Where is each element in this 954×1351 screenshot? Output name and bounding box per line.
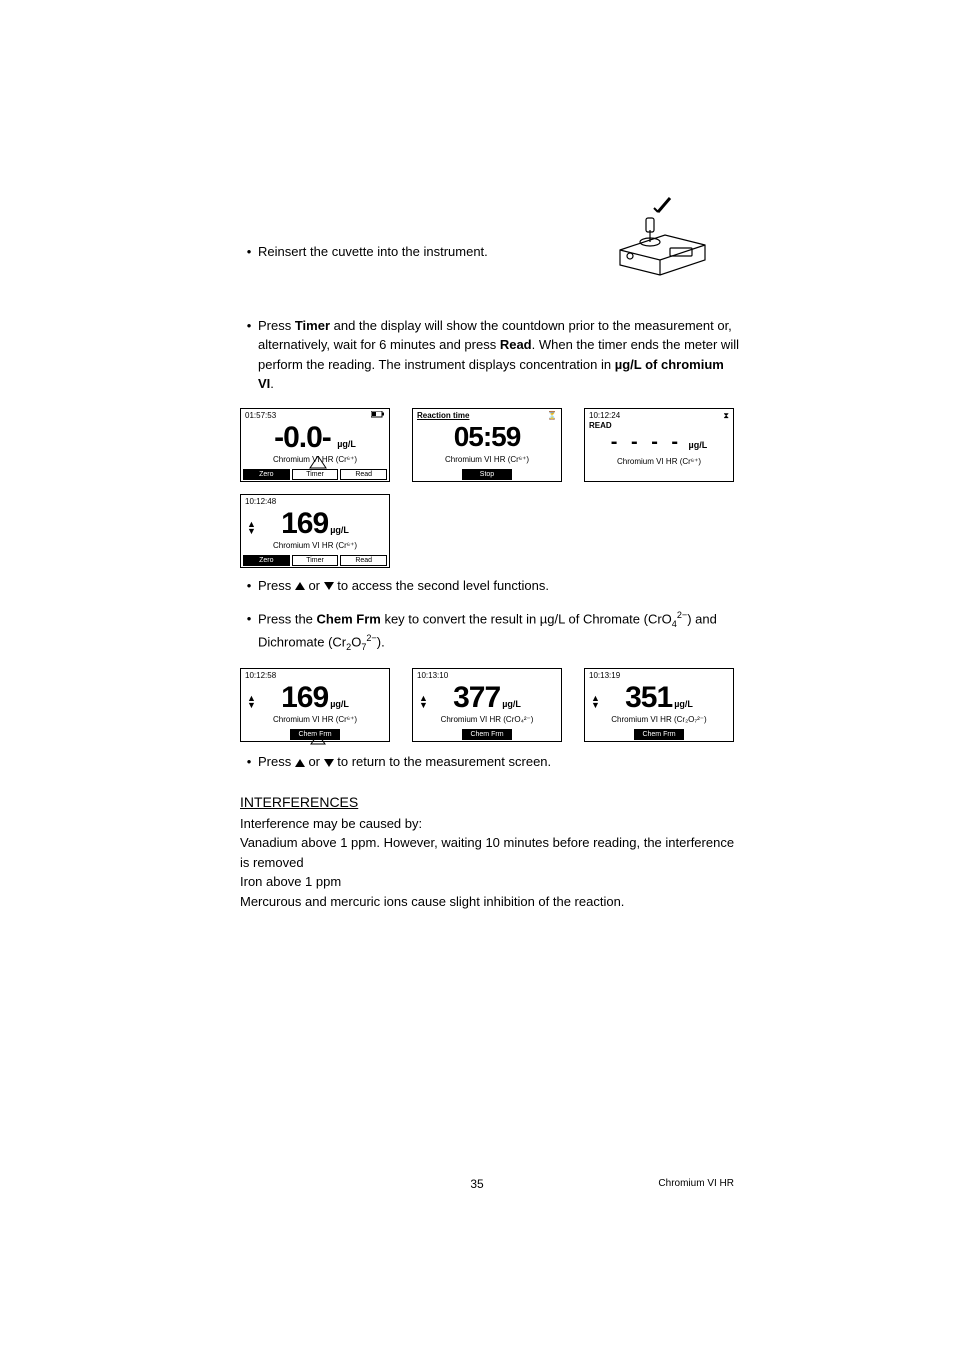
battery-icon xyxy=(371,411,385,420)
up-triangle-icon xyxy=(295,582,305,590)
lcd-subtitle: Chromium VI HR (CrO₄²⁻) xyxy=(413,715,561,724)
lcd-time: 10:13:19 xyxy=(589,671,620,680)
lcd-value: -0.0- xyxy=(274,421,331,454)
bullet-marker: • xyxy=(240,316,258,336)
lcd-unit: µg/L xyxy=(337,439,356,449)
bullet-text: Press or to return to the measurement sc… xyxy=(258,752,740,772)
lcd-read-label: READ xyxy=(589,421,612,430)
lcd-unit: µg/L xyxy=(689,440,708,450)
bullet-text: Press or to access the second level func… xyxy=(258,576,740,596)
lcd-row-3: 10:12:58 ▲▼ 169µg/L Chromium VI HR (Cr⁶⁺… xyxy=(240,668,740,742)
lcd-chemfrm-chromate: 10:13:10 ▲▼ 377µg/L Chromium VI HR (CrO₄… xyxy=(412,668,562,742)
lcd-dashes: - - - - xyxy=(611,431,682,453)
bullet-marker: • xyxy=(240,576,258,596)
lcd-time: 10:12:58 xyxy=(245,671,276,680)
lcd-value: 377 xyxy=(453,681,500,714)
lcd-result: 10:12:48 ▲▼ 169µg/L Chromium VI HR (Cr⁶⁺… xyxy=(240,494,390,568)
lcd-btn-zero: Zero xyxy=(243,469,290,480)
bullet-marker: • xyxy=(240,752,258,772)
page-number: 35 xyxy=(0,1177,954,1191)
lcd-title: Reaction time xyxy=(417,411,469,420)
page-footer-label: Chromium VI HR xyxy=(658,1178,734,1189)
lcd-value: 351 xyxy=(625,681,672,714)
lcd-value: 169 xyxy=(281,507,328,540)
lcd-btn-read: Read xyxy=(340,555,387,566)
bullet-timer: • Press Timer and the display will show … xyxy=(240,316,740,394)
lcd-subtitle: Chromium VI HR (Cr₂O₇²⁻) xyxy=(585,715,733,724)
lcd-subtitle: Chromium VI HR (Cr⁶⁺) xyxy=(413,455,561,464)
lcd-chemfrm-dichromate: 10:13:19 ▲▼ 351µg/L Chromium VI HR (Cr₂O… xyxy=(584,668,734,742)
lcd-reading: 10:12:24 ⧗ READ - - - - µg/L Chromium VI… xyxy=(584,408,734,482)
interferences-heading: INTERFERENCES xyxy=(240,794,740,810)
lcd-btn-chemfrm: Chem Frm xyxy=(634,729,684,740)
lcd-unit: µg/L xyxy=(330,699,349,709)
lcd-value: 169 xyxy=(281,681,328,714)
bullet-arrows-return: • Press or to return to the measurement … xyxy=(240,752,740,772)
bullet-text: Press Timer and the display will show th… xyxy=(258,316,740,394)
interferences-section: INTERFERENCES Interference may be caused… xyxy=(240,794,740,912)
lcd-reaction-time: Reaction time ⏳ 05:59 Chromium VI HR (Cr… xyxy=(412,408,562,482)
bullet-text: Reinsert the cuvette into the instrument… xyxy=(258,242,740,262)
lcd-subtitle: Chromium VI HR (Cr⁶⁺) xyxy=(241,541,389,550)
interferences-line: Interference may be caused by: xyxy=(240,814,740,834)
bullet-text: Press the Chem Frm key to convert the re… xyxy=(258,609,740,654)
lcd-btn-read: Read xyxy=(340,469,387,480)
lcd-unit: µg/L xyxy=(330,525,349,535)
lcd-time: 10:12:24 xyxy=(589,411,620,420)
interferences-line: Vanadium above 1 ppm. However, waiting 1… xyxy=(240,833,740,872)
lcd-subtitle: Chromium VI HR (Cr⁶⁺) xyxy=(241,715,389,724)
bullet-marker: • xyxy=(240,609,258,629)
up-triangle-icon xyxy=(295,759,305,767)
bullet-reinsert: • Reinsert the cuvette into the instrume… xyxy=(240,242,740,262)
lcd-row-2: 10:12:48 ▲▼ 169µg/L Chromium VI HR (Cr⁶⁺… xyxy=(240,494,740,568)
hourglass-icon: ⧗ xyxy=(715,411,729,421)
lcd-btn-stop: Stop xyxy=(462,469,512,480)
interferences-line: Mercurous and mercuric ions cause slight… xyxy=(240,892,740,912)
lcd-unit: µg/L xyxy=(502,699,521,709)
lcd-chemfrm-cr: 10:12:58 ▲▼ 169µg/L Chromium VI HR (Cr⁶⁺… xyxy=(240,668,390,742)
lcd-unit: µg/L xyxy=(674,699,693,709)
interferences-line: Iron above 1 ppm xyxy=(240,872,740,892)
lcd-time: 10:12:48 xyxy=(245,497,276,506)
lcd-value: 05:59 xyxy=(454,421,521,452)
hourglass-icon: ⏳ xyxy=(543,411,557,420)
down-triangle-icon xyxy=(324,582,334,590)
lcd-btn-timer: Timer xyxy=(292,555,339,566)
bullet-marker: • xyxy=(240,242,258,262)
lcd-time: 10:13:10 xyxy=(417,671,448,680)
bullet-arrows-access: • Press or to access the second level fu… xyxy=(240,576,740,596)
bullet-chemfrm: • Press the Chem Frm key to convert the … xyxy=(240,609,740,654)
lcd-btn-zero: Zero xyxy=(243,555,290,566)
lcd-time: 01:57:53 xyxy=(245,411,276,420)
down-triangle-icon xyxy=(324,759,334,767)
page-content: • Reinsert the cuvette into the instrume… xyxy=(240,242,740,911)
lcd-subtitle: Chromium VI HR (Cr⁶⁺) xyxy=(585,457,733,466)
lcd-btn-chemfrm: Chem Frm xyxy=(462,729,512,740)
callout-arrow-icon xyxy=(308,734,328,748)
callout-arrow-icon xyxy=(308,456,328,472)
